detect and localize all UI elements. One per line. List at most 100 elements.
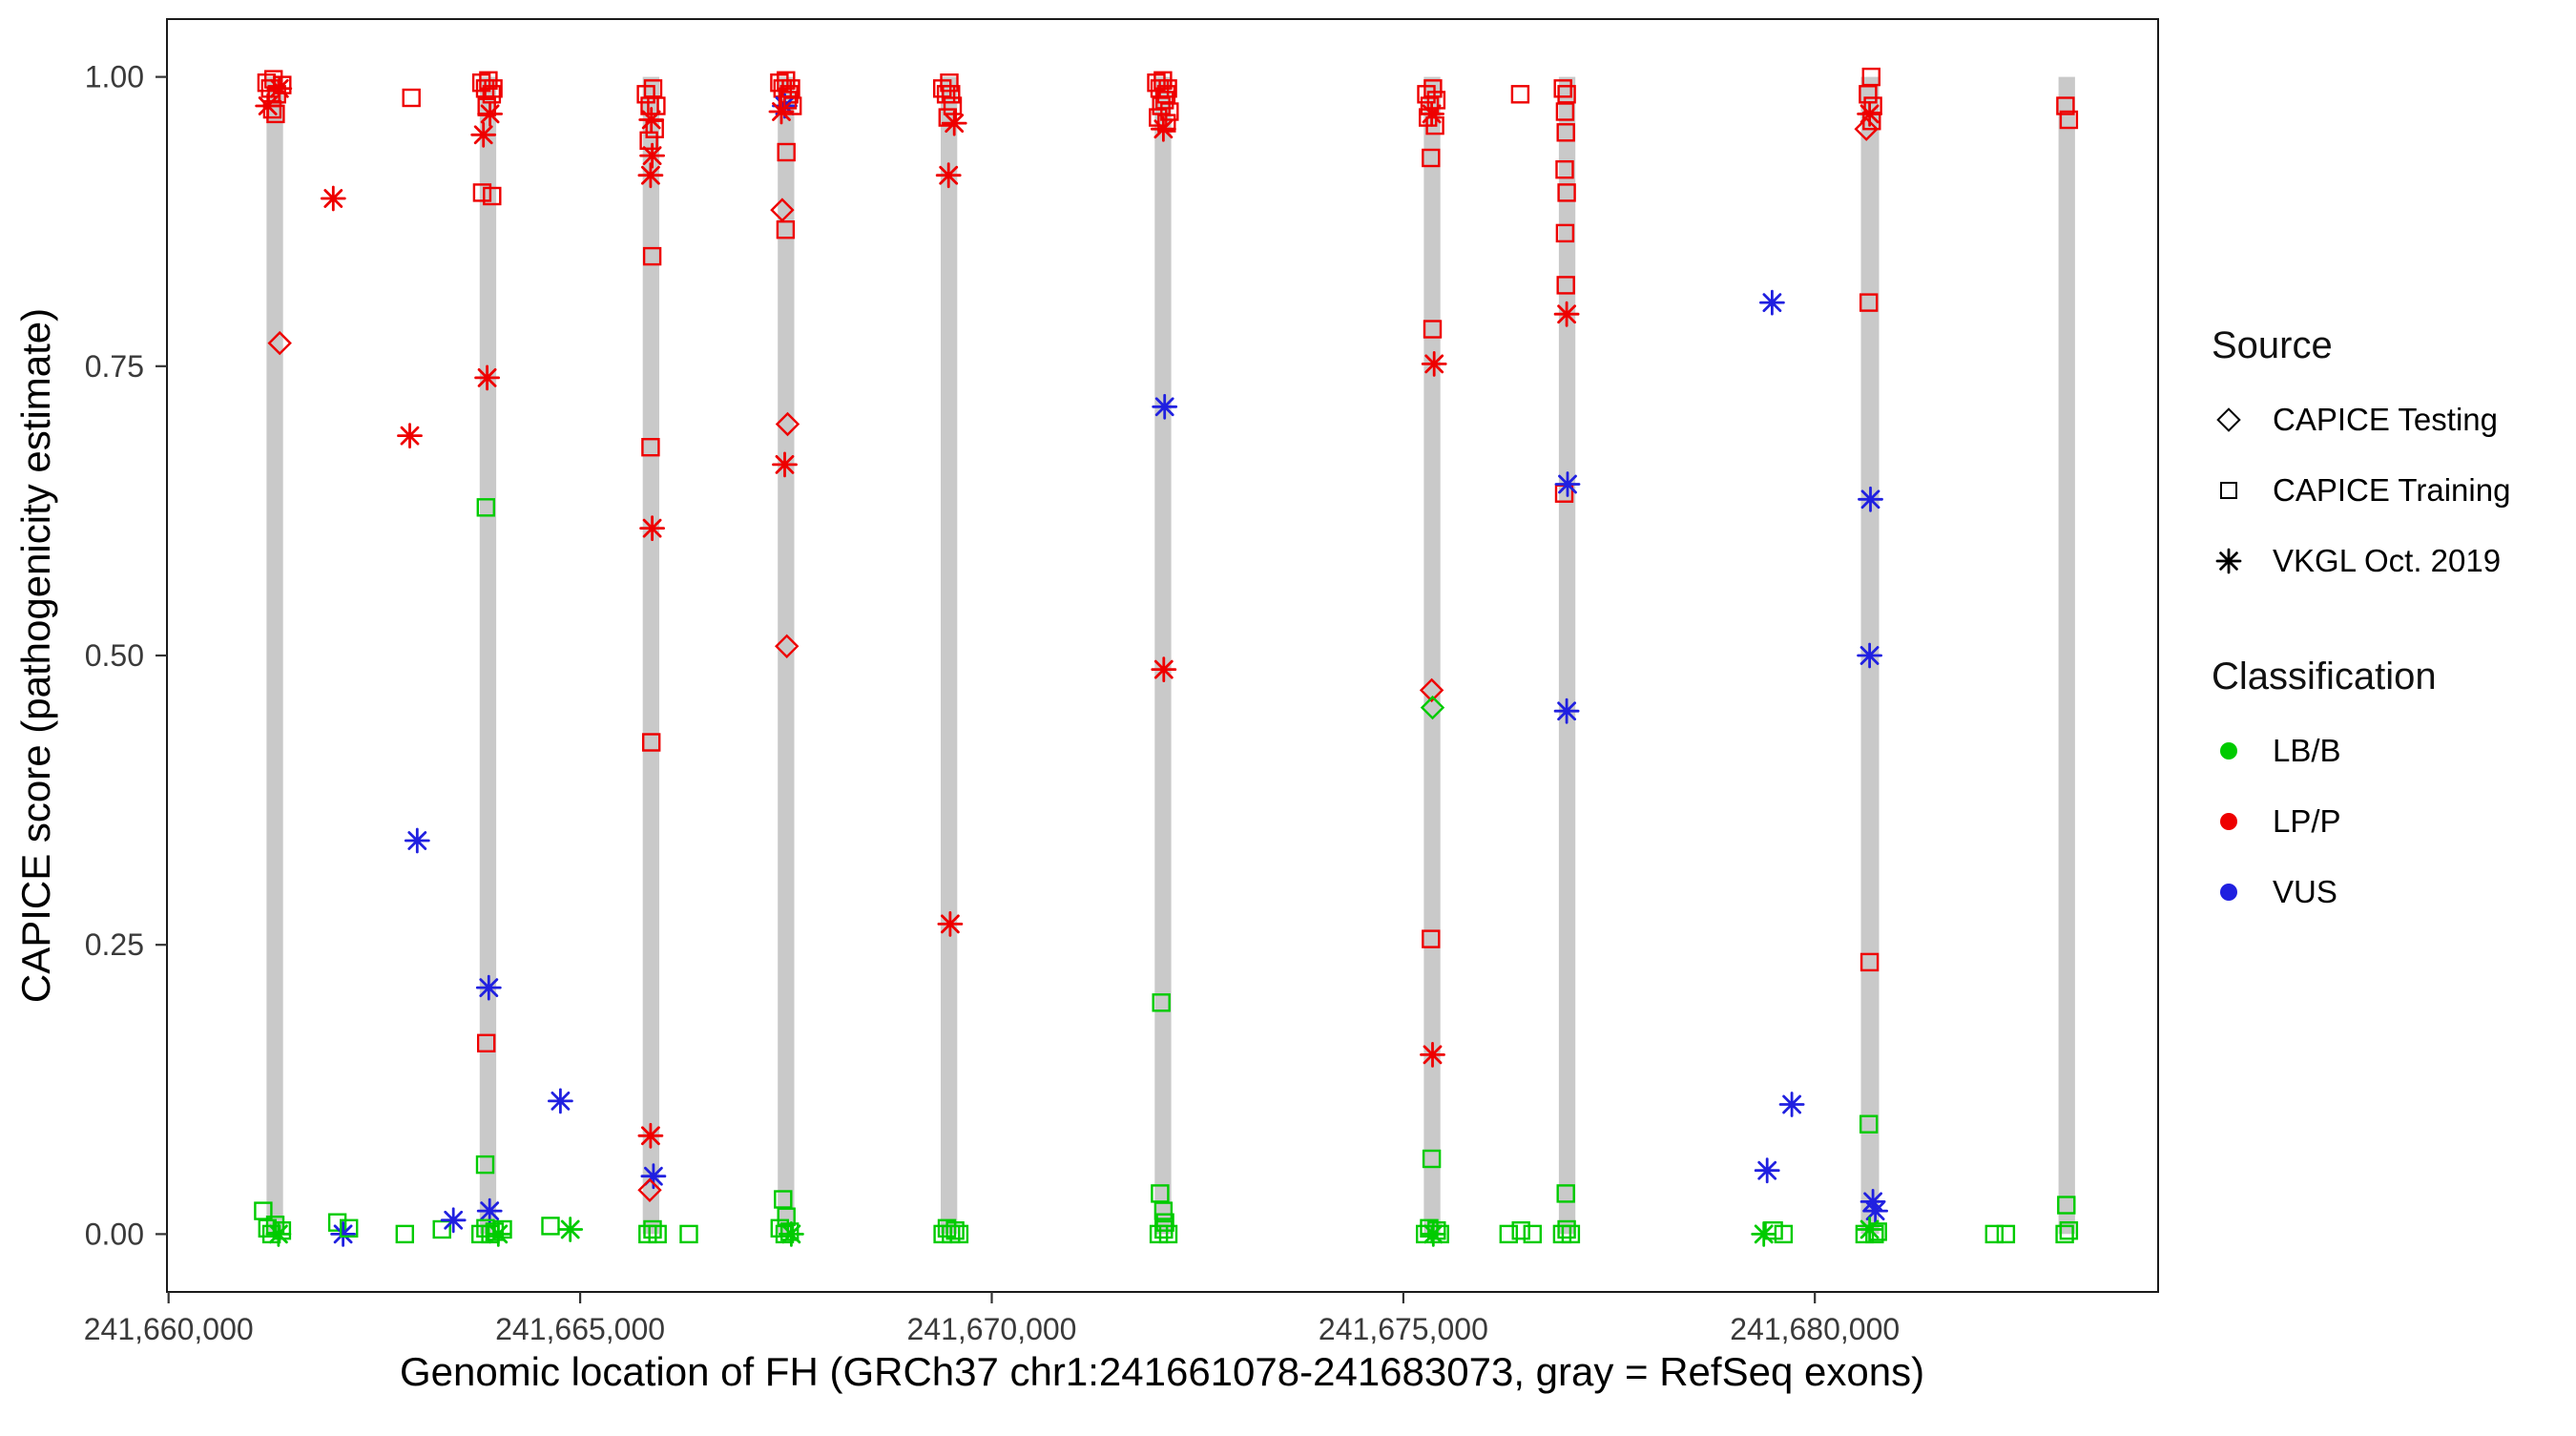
data-point [1147, 73, 1166, 93]
data-point [477, 1033, 496, 1053]
data-point [1557, 1219, 1576, 1239]
data-point [1510, 85, 1530, 104]
axes: 241,660,000 241,665,000 241,670,000 241,675… [84, 60, 1900, 1346]
data-point [772, 451, 798, 478]
data-point [470, 121, 497, 148]
data-point [548, 1088, 573, 1114]
data-point [640, 1163, 667, 1190]
data-point [935, 162, 962, 189]
data-point [1984, 1224, 2005, 1244]
data-point [330, 1221, 356, 1247]
legend-item-capice-testing: CAPICE Testing [2212, 402, 2574, 438]
y-axis-title: CAPICE score (pathogenicity estimate) [13, 308, 58, 1003]
red-dot-icon [2212, 804, 2246, 839]
data-point [1759, 289, 1785, 316]
data-point [1556, 1184, 1575, 1203]
data-point [1420, 695, 1445, 720]
data-point [1754, 1157, 1780, 1184]
data-point [1862, 1197, 1888, 1224]
data-point [1553, 697, 1580, 724]
legend-item-label: LP/P [2273, 803, 2341, 839]
asterisk-marker-icon [2212, 544, 2246, 578]
data-point [943, 96, 963, 115]
data-point [639, 515, 665, 541]
legend-item-lpp: LP/P [2212, 803, 2574, 840]
data-point [679, 1224, 698, 1244]
legend: Source CAPICE Testing CAPICE Training VK… [2212, 324, 2574, 910]
data-point [1422, 1149, 1442, 1169]
data-point [440, 1207, 467, 1234]
legend-item-label: VUS [2273, 874, 2337, 909]
y-tick-label: 0.50 [85, 638, 144, 673]
data-point [648, 1224, 667, 1244]
exon-bar [2058, 76, 2075, 1235]
data-point [645, 119, 664, 138]
data-point [1859, 293, 1879, 312]
data-point [1868, 1222, 1887, 1241]
data-point [945, 1220, 965, 1240]
data-point [1422, 929, 1441, 948]
data-point [1553, 301, 1580, 327]
data-point [637, 1122, 664, 1149]
data-point [1419, 101, 1444, 127]
data-point [1859, 952, 1880, 972]
data-point [1154, 1219, 1174, 1239]
data-point [1764, 1220, 1783, 1240]
exon-bar [266, 76, 283, 1235]
y-tick-label: 0.00 [85, 1217, 144, 1251]
square-marker-icon [2212, 473, 2246, 508]
data-point [1151, 656, 1177, 682]
x-axis-title: Genomic location of FH (GRCh37 chr1:2416… [400, 1349, 1924, 1394]
data-point [267, 330, 292, 356]
data-point [1556, 276, 1575, 295]
data-point [482, 85, 502, 104]
data-point [1430, 1224, 1449, 1244]
data-point [940, 73, 959, 93]
data-point [639, 131, 658, 151]
data-point [1555, 223, 1575, 243]
data-point [472, 183, 492, 202]
data-point [485, 1221, 511, 1247]
green-dot-icon [2212, 734, 2246, 768]
data-point [471, 73, 491, 93]
data-point [777, 142, 796, 162]
data-point [2056, 96, 2075, 115]
data-point [1859, 85, 1878, 104]
data-point [783, 96, 802, 115]
data-point [775, 411, 800, 437]
data-point [474, 364, 500, 391]
y-tick-label: 1.00 [85, 60, 144, 94]
data-point [1555, 159, 1574, 179]
data-point [272, 1220, 292, 1240]
data-point [1152, 993, 1171, 1012]
data-point [1561, 1224, 1581, 1244]
legend-classification: Classification LB/B LP/P VUS [2212, 656, 2574, 910]
data-point [2055, 1224, 2074, 1244]
legend-item-capice-training: CAPICE Training [2212, 472, 2574, 509]
data-point [1149, 1224, 1169, 1244]
data-point [1751, 1221, 1777, 1247]
data-point [1421, 351, 1447, 377]
data-point [475, 1155, 495, 1175]
data-point [770, 73, 789, 93]
data-point [1865, 1224, 1884, 1244]
x-tick-label: 241,680,000 [1730, 1312, 1900, 1346]
diamond-marker-icon [2212, 403, 2246, 437]
data-point [639, 142, 665, 169]
data-point [1555, 102, 1575, 121]
y-tick-label: 0.25 [85, 927, 144, 962]
data-point [1774, 1224, 1794, 1244]
data-point [475, 974, 502, 1001]
data-point [484, 79, 503, 98]
data-point [1556, 123, 1575, 142]
data-point [647, 96, 666, 115]
points-layer [254, 67, 2079, 1247]
exon-bar [642, 76, 659, 1235]
data-point [1857, 642, 1882, 669]
data-point [2059, 110, 2079, 130]
data-point [395, 1224, 414, 1244]
legend-item-label: CAPICE Testing [2273, 402, 2498, 437]
data-point [402, 88, 421, 108]
data-point [1858, 486, 1883, 512]
